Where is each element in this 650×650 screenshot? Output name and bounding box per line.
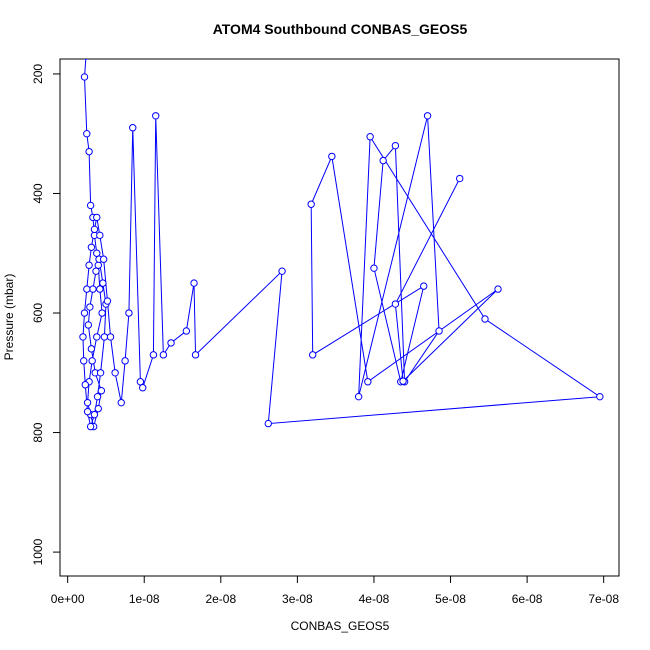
- data-point: [117, 398, 125, 407]
- data-point: [83, 407, 92, 416]
- data-point: [191, 351, 200, 359]
- data-point: [121, 357, 129, 365]
- data-point: [106, 333, 115, 341]
- data-point: [98, 309, 106, 317]
- data-point: [423, 112, 432, 120]
- x-tick-label: 2e-08: [205, 592, 236, 606]
- data-point: [379, 156, 387, 165]
- data-point: [92, 267, 100, 275]
- data-point: [309, 351, 317, 359]
- y-tick-label: 200: [31, 64, 45, 84]
- data-point: [328, 152, 336, 161]
- data-point: [90, 225, 99, 234]
- data-point: [129, 124, 137, 132]
- data-point: [93, 392, 102, 401]
- data-point: [86, 303, 94, 311]
- plot-frame: [59, 58, 620, 577]
- data-point: [83, 285, 91, 293]
- y-axis: 200 400 600 800 1000: [31, 64, 60, 565]
- data-point: [391, 300, 400, 308]
- data-point: [370, 264, 378, 272]
- data-point: [80, 73, 89, 81]
- data-point: [100, 333, 109, 341]
- x-tick-label: 7e-08: [588, 592, 619, 606]
- data-point: [456, 174, 464, 183]
- data-point: [99, 255, 108, 263]
- data-point: [139, 384, 147, 392]
- data-point: [167, 339, 175, 347]
- data-point: [89, 285, 97, 293]
- data-point: [88, 357, 96, 365]
- data-point: [159, 351, 168, 359]
- data-point: [190, 279, 198, 287]
- series-line: [82, 59, 602, 429]
- data-point: [96, 231, 104, 240]
- data-point: [399, 377, 407, 385]
- data-point: [596, 392, 604, 401]
- data-point: [149, 351, 158, 359]
- data-point: [152, 112, 160, 120]
- data-point: [86, 201, 95, 210]
- series-group: [79, 59, 604, 431]
- data-point: [264, 419, 272, 428]
- x-tick-label: 4e-08: [359, 592, 390, 606]
- data-point: [80, 309, 89, 317]
- data-point: [81, 381, 89, 389]
- data-point: [94, 261, 102, 269]
- data-point: [366, 133, 374, 141]
- data-point: [435, 327, 443, 335]
- x-axis: 0e+00 1e-08 2e-08 3e-08 4e-08 5e-08 6e-08 7e-08: [51, 576, 619, 606]
- data-point: [481, 315, 489, 323]
- data-point: [494, 285, 502, 293]
- data-point: [103, 297, 112, 305]
- data-point: [87, 345, 96, 353]
- data-point: [364, 378, 372, 386]
- x-tick-label: 1e-08: [129, 592, 160, 606]
- x-tick-label: 6e-08: [512, 592, 543, 606]
- data-point: [90, 410, 99, 419]
- data-point: [93, 333, 101, 341]
- data-point: [94, 404, 102, 413]
- data-point: [83, 130, 91, 138]
- data-point: [278, 267, 286, 275]
- data-point: [85, 261, 93, 269]
- y-axis-label: Pressure (mbar): [2, 274, 16, 361]
- data-point: [354, 392, 363, 401]
- y-tick-label: 1000: [31, 538, 45, 565]
- data-point: [84, 321, 93, 329]
- data-point: [307, 200, 315, 208]
- data-point: [97, 387, 106, 395]
- x-tick-label: 0e+00: [51, 592, 85, 606]
- y-tick-label: 400: [31, 183, 45, 203]
- data-point: [80, 357, 88, 365]
- x-tick-label: 3e-08: [282, 592, 313, 606]
- data-point: [111, 369, 119, 377]
- data-point: [79, 333, 87, 341]
- chart-title: ATOM4 Southbound CONBAS_GEOS5: [213, 21, 468, 37]
- data-point: [96, 369, 105, 377]
- data-point: [93, 249, 101, 257]
- data-point: [125, 309, 133, 317]
- y-tick-label: 600: [31, 303, 45, 323]
- data-point: [391, 141, 400, 150]
- data-point: [87, 243, 96, 251]
- data-point: [182, 327, 191, 335]
- data-point: [86, 422, 95, 431]
- data-point: [83, 398, 92, 407]
- data-point: [420, 282, 428, 290]
- x-axis-label: CONBAS_GEOS5: [291, 619, 390, 633]
- data-point: [83, 59, 89, 60]
- data-point: [136, 378, 145, 386]
- data-point: [96, 285, 104, 293]
- x-tick-label: 5e-08: [435, 592, 466, 606]
- y-tick-label: 800: [31, 422, 45, 442]
- data-point: [99, 279, 107, 287]
- data-point: [93, 213, 101, 222]
- data-point: [85, 147, 93, 156]
